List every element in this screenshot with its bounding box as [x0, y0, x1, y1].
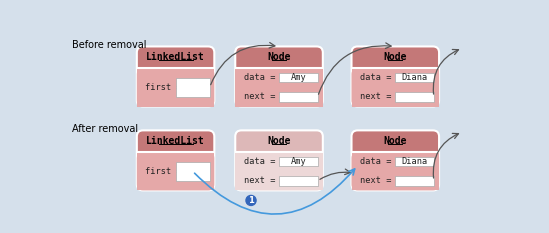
- Text: Node: Node: [384, 52, 407, 62]
- Text: Diana: Diana: [401, 73, 428, 82]
- Text: LinkedList: LinkedList: [146, 136, 205, 146]
- FancyBboxPatch shape: [137, 152, 214, 190]
- Bar: [176, 78, 210, 97]
- Text: Amy: Amy: [290, 73, 306, 82]
- Text: Node: Node: [267, 136, 291, 146]
- Bar: [279, 92, 317, 102]
- Text: next =: next =: [244, 176, 276, 185]
- Text: Before removal: Before removal: [72, 40, 147, 50]
- Bar: [176, 162, 210, 181]
- Bar: [279, 176, 317, 186]
- Text: LinkedList: LinkedList: [146, 52, 205, 62]
- Text: data =: data =: [360, 157, 392, 166]
- Text: data =: data =: [244, 157, 276, 166]
- Text: first =: first =: [144, 83, 181, 92]
- Bar: [395, 157, 434, 166]
- FancyBboxPatch shape: [137, 46, 214, 106]
- FancyBboxPatch shape: [351, 68, 439, 106]
- Bar: [395, 176, 434, 186]
- FancyBboxPatch shape: [351, 46, 439, 106]
- Text: next =: next =: [360, 93, 392, 101]
- Bar: [236, 68, 323, 106]
- Circle shape: [246, 195, 256, 206]
- Bar: [279, 73, 317, 82]
- Text: Node: Node: [384, 136, 407, 146]
- Bar: [395, 92, 434, 102]
- FancyBboxPatch shape: [236, 152, 323, 190]
- Bar: [351, 68, 439, 106]
- FancyBboxPatch shape: [137, 68, 214, 106]
- Text: Diana: Diana: [401, 157, 428, 166]
- FancyBboxPatch shape: [351, 130, 439, 190]
- Text: next =: next =: [244, 93, 276, 101]
- Bar: [137, 68, 214, 106]
- Bar: [236, 152, 323, 190]
- FancyBboxPatch shape: [137, 130, 214, 190]
- FancyBboxPatch shape: [236, 130, 323, 190]
- FancyBboxPatch shape: [351, 152, 439, 190]
- Text: After removal: After removal: [72, 124, 139, 134]
- Text: data =: data =: [244, 73, 276, 82]
- Text: Amy: Amy: [290, 157, 306, 166]
- Bar: [279, 157, 317, 166]
- Text: 1: 1: [248, 196, 254, 205]
- FancyBboxPatch shape: [236, 68, 323, 106]
- Text: Node: Node: [267, 52, 291, 62]
- Bar: [395, 73, 434, 82]
- Bar: [351, 152, 439, 190]
- Text: first =: first =: [144, 167, 181, 176]
- Text: next =: next =: [360, 176, 392, 185]
- FancyBboxPatch shape: [236, 46, 323, 106]
- Bar: [137, 152, 214, 190]
- Text: data =: data =: [360, 73, 392, 82]
